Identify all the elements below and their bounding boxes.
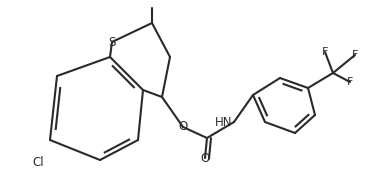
Text: F: F: [352, 50, 358, 60]
Text: S: S: [108, 36, 116, 49]
Text: Cl: Cl: [32, 156, 44, 169]
Text: O: O: [178, 121, 188, 133]
Text: F: F: [322, 47, 328, 57]
Text: HN: HN: [214, 115, 232, 129]
Text: F: F: [347, 77, 353, 87]
Text: O: O: [200, 152, 210, 164]
